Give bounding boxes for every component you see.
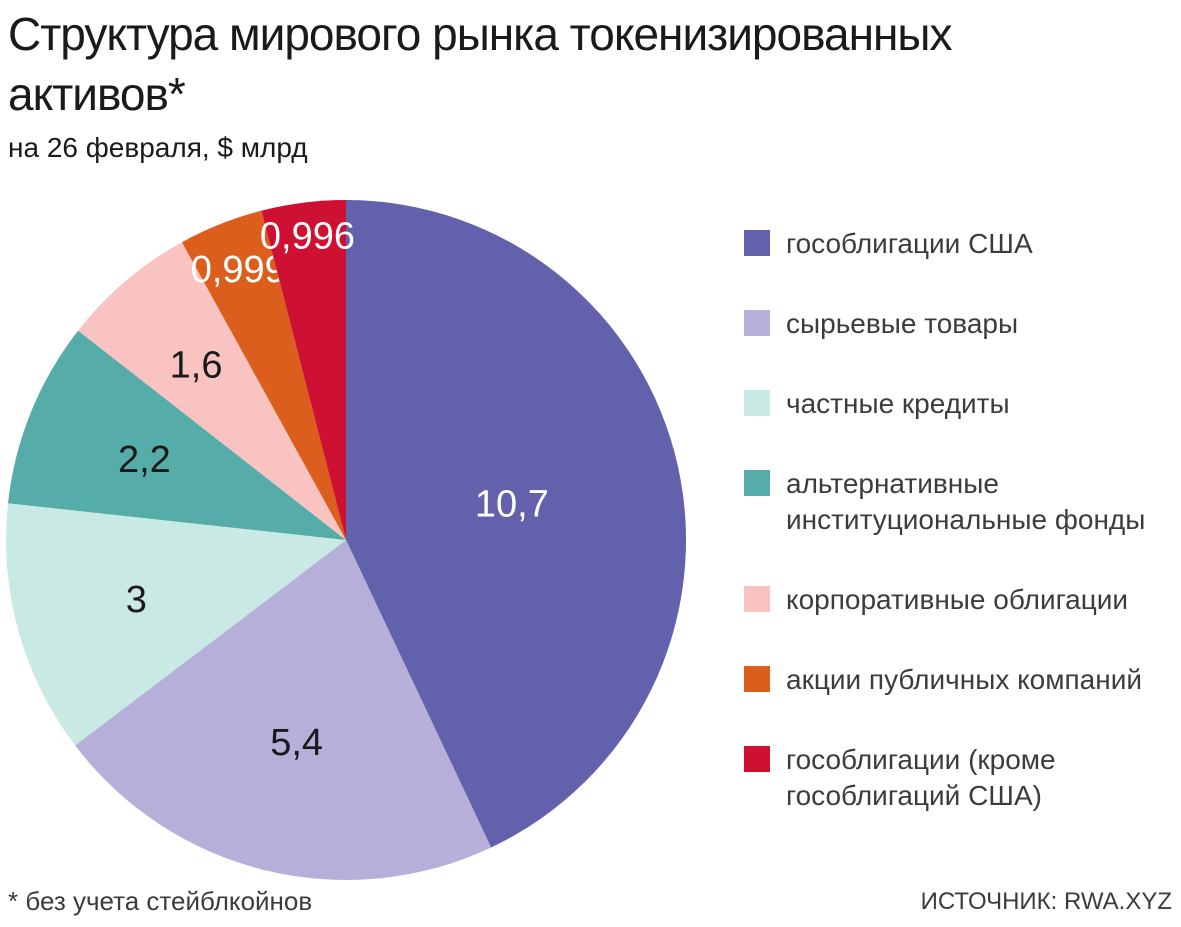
pie-value-label-4: 1,6 (170, 345, 223, 387)
source-credit: ИСТОЧНИК: RWA.XYZ (920, 888, 1172, 915)
pie-value-label-3: 2,2 (118, 439, 171, 481)
pie-slice-6 (261, 200, 346, 540)
legend-swatch-3 (744, 470, 770, 496)
legend-label-3: альтернативные институциональные фонды (786, 468, 1146, 535)
legend-label-6: гособлигации (кроме гособлигаций США) (786, 744, 1056, 811)
pie-slice-0 (346, 200, 686, 848)
legend-label-5: акции публичных компаний (786, 664, 1142, 695)
legend-label-1: сырьевые товары (786, 308, 1019, 339)
legend-item-6: гособлигации (кроме гособлигаций США) (744, 742, 1156, 814)
legend-swatch-5 (744, 666, 770, 692)
pie-value-label-5: 0,999 (191, 249, 286, 291)
legend-item-4: корпоративные облигации (744, 582, 1156, 618)
pie-value-label-2: 3 (126, 579, 147, 621)
legend-swatch-4 (744, 586, 770, 612)
legend-item-0: гособлигации США (744, 226, 1156, 262)
pie-value-label-0: 10,7 (475, 483, 549, 525)
chart-header: Структура мирового рынка токенизированны… (8, 4, 1128, 164)
legend-swatch-1 (744, 310, 770, 336)
legend-label-4: корпоративные облигации (786, 584, 1129, 615)
legend-label-0: гособлигации США (786, 228, 1033, 259)
pie-value-label-1: 5,4 (270, 722, 323, 764)
legend-swatch-0 (744, 230, 770, 256)
pie-slice-3 (7, 330, 346, 540)
legend-item-3: альтернативные институциональные фонды (744, 466, 1156, 538)
pie-slice-5 (181, 210, 346, 541)
legend: гособлигации США сырьевые товары частные к… (744, 226, 1156, 814)
footnote: * без учета стейблкойнов (8, 886, 313, 916)
legend-item-5: акции публичных компаний (744, 662, 1156, 698)
pie-slice-4 (78, 242, 346, 540)
legend-item-2: частные кредиты (744, 386, 1156, 422)
chart-title: Структура мирового рынка токенизированны… (8, 8, 952, 120)
pie-chart: 10,7 5,4 3 2,2 1,6 0,999 0,996 (0, 190, 700, 890)
legend-item-1: сырьевые товары (744, 306, 1156, 342)
legend-swatch-2 (744, 390, 770, 416)
chart-subtitle: на 26 февраля, $ млрд (8, 132, 308, 163)
pie-slice-2 (5, 503, 346, 746)
legend-swatch-6 (744, 746, 770, 772)
pie-slice-1 (75, 540, 492, 880)
legend-label-2: частные кредиты (786, 388, 1010, 419)
pie-value-label-6: 0,996 (260, 215, 355, 257)
